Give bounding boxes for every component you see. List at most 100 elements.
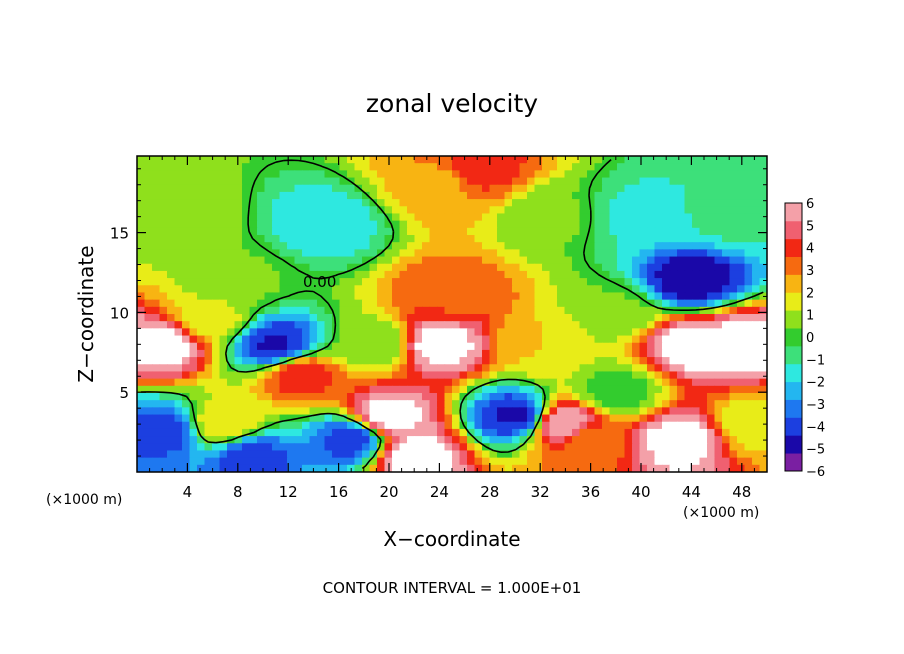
field-cell (677, 371, 686, 380)
field-cell (714, 414, 723, 423)
field-cell (272, 220, 281, 229)
field-cell (609, 163, 618, 171)
field-cell (707, 328, 716, 337)
field-cell (324, 220, 333, 229)
field-cell (489, 213, 498, 222)
field-cell (392, 414, 401, 423)
field-cell (452, 206, 461, 215)
field-cell (512, 177, 521, 186)
field-cell (272, 256, 281, 265)
field-cell (632, 249, 641, 258)
field-cell (624, 457, 633, 466)
field-cell (204, 220, 213, 229)
field-cell (152, 249, 161, 258)
field-cell (399, 156, 408, 164)
field-cell (332, 278, 341, 286)
field-cell (542, 213, 551, 222)
field-cell (557, 306, 566, 315)
field-cell (564, 177, 573, 186)
field-cell (759, 443, 767, 452)
field-cell (594, 421, 603, 430)
field-cell (474, 436, 483, 444)
field-cell (602, 184, 611, 193)
field-cell (519, 421, 528, 430)
field-cell (272, 242, 281, 250)
field-cell (294, 335, 303, 344)
field-cell (264, 314, 273, 322)
field-cell (167, 199, 176, 207)
field-cell (137, 371, 146, 380)
field-cell (549, 235, 558, 243)
field-cell (527, 357, 536, 365)
field-cell (729, 227, 738, 236)
field-cell (527, 457, 536, 466)
field-cell (174, 414, 183, 423)
field-cell (422, 184, 431, 193)
field-cell (729, 249, 738, 258)
field-cell (692, 263, 701, 272)
field-cell (339, 163, 348, 171)
field-cell (609, 464, 618, 472)
field-cell (212, 177, 221, 186)
field-cell (467, 213, 476, 222)
field-cell (677, 256, 686, 265)
field-cell (564, 328, 573, 337)
field-cell (137, 242, 146, 250)
field-cell (699, 299, 708, 308)
field-cell (272, 206, 281, 215)
field-cell (632, 314, 641, 322)
field-cell (729, 314, 738, 322)
field-cell (332, 314, 341, 322)
field-cell (384, 321, 393, 329)
field-cell (347, 170, 356, 179)
field-cell (497, 342, 506, 351)
field-cell (219, 393, 228, 401)
field-cell (722, 385, 731, 394)
field-cell (422, 421, 431, 430)
field-cell (444, 278, 453, 286)
field-cell (264, 285, 273, 294)
field-cell (534, 314, 543, 322)
field-cell (632, 393, 641, 401)
field-cell (737, 220, 746, 229)
field-cell (594, 400, 603, 408)
field-cell (227, 263, 236, 272)
field-cell (152, 314, 161, 322)
field-cell (429, 457, 438, 466)
field-cell (384, 342, 393, 351)
field-cell (534, 335, 543, 344)
field-cell (594, 335, 603, 344)
field-cell (204, 270, 213, 279)
field-cell (594, 378, 603, 387)
field-cell (489, 163, 498, 171)
field-cell (339, 393, 348, 401)
field-cell (662, 335, 671, 344)
field-cell (354, 278, 363, 286)
field-cell (437, 263, 446, 272)
field-cell (392, 378, 401, 387)
field-cell (287, 235, 296, 243)
field-cell (609, 156, 618, 164)
field-cell (204, 263, 213, 272)
field-cell (362, 306, 371, 315)
field-cell (324, 177, 333, 186)
field-cell (429, 285, 438, 294)
field-cell (609, 170, 618, 179)
field-cell (474, 349, 483, 358)
field-cell (684, 270, 693, 279)
field-cell (467, 428, 476, 437)
field-cell (699, 414, 708, 423)
field-cell (474, 414, 483, 423)
field-cell (459, 278, 468, 286)
field-cell (144, 364, 153, 373)
field-cell (482, 213, 491, 222)
field-cell (264, 242, 273, 250)
field-cell (309, 400, 318, 408)
field-cell (324, 263, 333, 272)
field-cell (362, 227, 371, 236)
field-cell (377, 299, 386, 308)
field-cell (309, 378, 318, 387)
field-cell (189, 292, 198, 301)
field-cell (279, 227, 288, 236)
field-cell (534, 349, 543, 358)
